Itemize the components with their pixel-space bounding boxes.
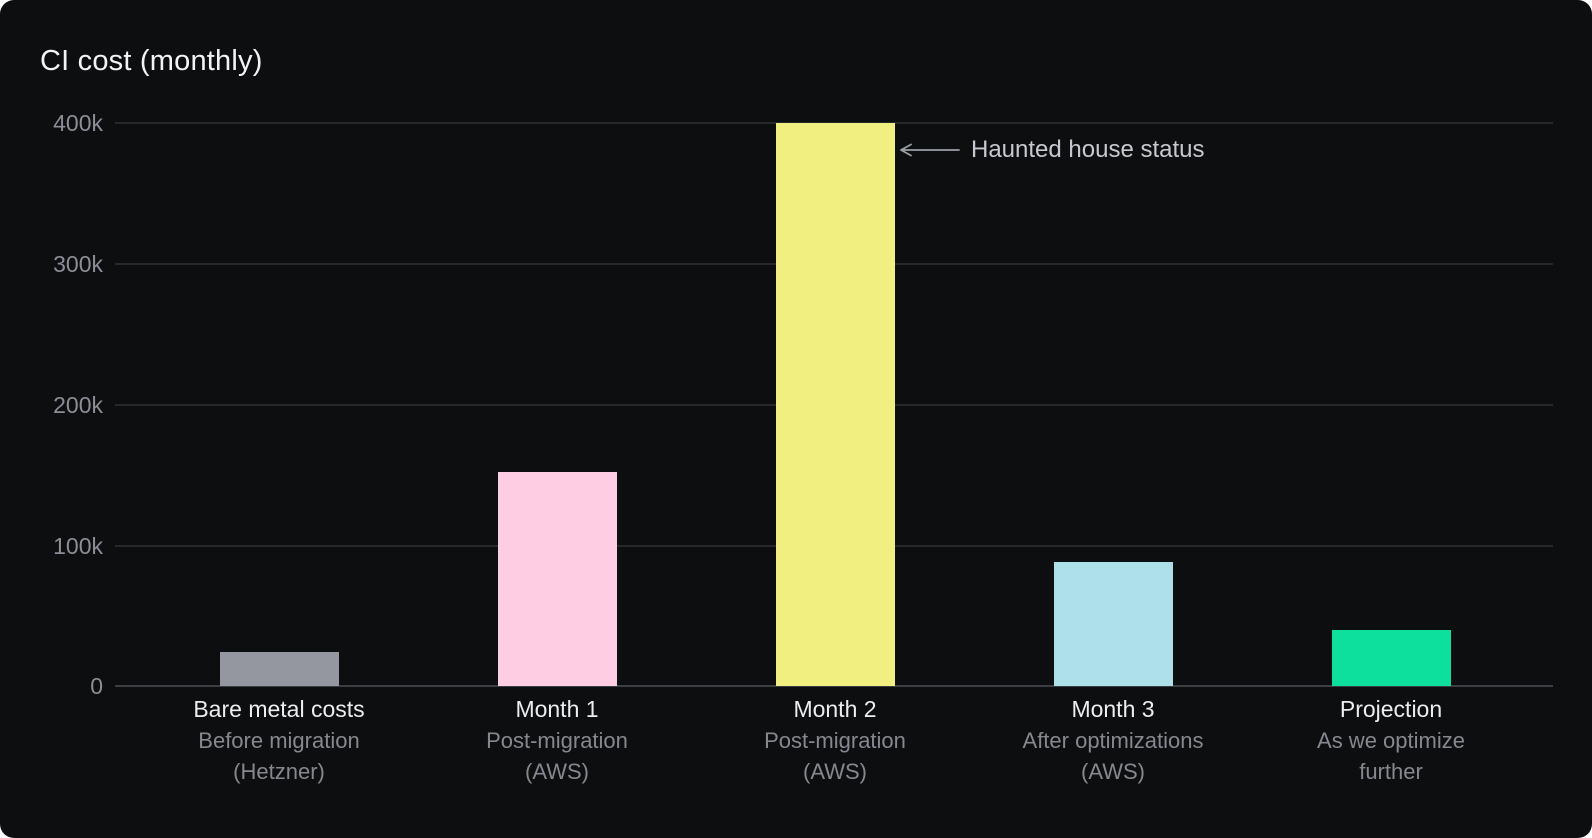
chart-title: CI cost (monthly) bbox=[40, 45, 263, 77]
category-label-month-1: Month 1 Post-migration (AWS) bbox=[407, 694, 707, 787]
category-sub: (AWS) bbox=[803, 759, 867, 784]
category-sub: Post-migration bbox=[486, 728, 628, 753]
category-sub: (Hetzner) bbox=[233, 759, 325, 784]
category-main: Month 2 bbox=[793, 696, 877, 722]
category-sub: After optimizations bbox=[1022, 728, 1204, 753]
category-main: Projection bbox=[1339, 696, 1443, 722]
category-label-month-3: Month 3 After optimizations (AWS) bbox=[963, 694, 1263, 787]
category-label-projection: Projection As we optimize further bbox=[1241, 694, 1541, 787]
category-main: Bare metal costs bbox=[193, 696, 365, 722]
category-sub: Post-migration bbox=[764, 728, 906, 753]
category-sub: Before migration bbox=[198, 728, 360, 753]
category-sub: (AWS) bbox=[525, 759, 589, 784]
y-tick-label: 100k bbox=[53, 533, 103, 559]
y-tick-label: 0 bbox=[90, 673, 103, 699]
bar-month-1 bbox=[498, 472, 617, 686]
category-sub: (AWS) bbox=[1081, 759, 1145, 784]
y-tick-label: 200k bbox=[53, 392, 103, 418]
category-sub: As we optimize bbox=[1317, 728, 1465, 753]
y-tick-label: 400k bbox=[53, 110, 103, 136]
bar-projection bbox=[1332, 630, 1451, 686]
category-label-bare-metal: Bare metal costs Before migration (Hetzn… bbox=[129, 694, 429, 787]
y-tick-label: 300k bbox=[53, 251, 103, 277]
bar-month-2 bbox=[776, 123, 895, 686]
left-arrow-icon bbox=[900, 143, 960, 157]
category-main: Month 1 bbox=[515, 696, 599, 722]
annotation-text: Haunted house status bbox=[971, 136, 1205, 163]
bar-month-3 bbox=[1054, 562, 1173, 686]
category-main: Month 3 bbox=[1071, 696, 1155, 722]
category-label-month-2: Month 2 Post-migration (AWS) bbox=[685, 694, 985, 787]
annotation-haunted-house: Haunted house status bbox=[898, 134, 1205, 166]
x-axis-baseline bbox=[115, 685, 1553, 687]
category-sub: further bbox=[1359, 759, 1423, 784]
bar-bare-metal-costs bbox=[220, 652, 339, 686]
